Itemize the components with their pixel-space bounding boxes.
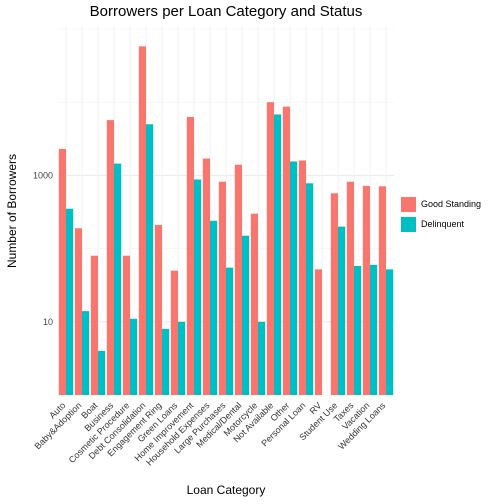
bar-good-standing-auto: [59, 149, 66, 395]
bar-delinquent-large-purchases: [226, 268, 233, 395]
bar-good-standing-debt-consolidation: [139, 46, 146, 395]
bar-good-standing-baby-adoption: [75, 228, 82, 395]
bar-good-standing-business: [107, 120, 114, 395]
bar-good-standing-medical-dental: [235, 165, 242, 395]
bar-good-standing-student-use: [331, 193, 338, 395]
bar-delinquent-boat: [98, 351, 105, 395]
bar-delinquent-not-available: [274, 114, 281, 395]
bar-delinquent-motorcycle: [258, 322, 265, 395]
bar-good-standing-wedding-loans: [379, 186, 386, 395]
legend-swatch-good-standing: [401, 197, 416, 212]
bar-delinquent-taxes: [354, 266, 361, 395]
bar-delinquent-vacation: [370, 265, 377, 395]
y-tick-label: 10: [43, 317, 53, 327]
bar-good-standing-large-purchases: [219, 182, 226, 395]
bar-delinquent-home-improvement: [194, 179, 201, 395]
bar-delinquent-student-use: [338, 227, 345, 395]
x-axis-label: Loan Category: [58, 483, 394, 497]
bar-delinquent-green-loans: [178, 322, 185, 395]
legend-item-good-standing: Good Standing: [401, 194, 481, 214]
bar-delinquent-business: [114, 164, 121, 395]
bar-good-standing-taxes: [347, 182, 354, 395]
bar-delinquent-other: [290, 161, 297, 395]
bar-delinquent-engagement-ring: [162, 329, 169, 395]
bar-good-standing-personal-loan: [299, 160, 306, 395]
bar-good-standing-other: [283, 107, 290, 395]
bar-good-standing-cosmetic-procedure: [123, 256, 130, 395]
legend-label-delinquent: Delinquent: [421, 219, 464, 229]
bar-good-standing-engagement-ring: [155, 225, 162, 395]
bar-delinquent-personal-loan: [306, 183, 313, 395]
bar-good-standing-not-available: [267, 102, 274, 395]
legend-item-delinquent: Delinquent: [401, 214, 481, 234]
bar-good-standing-vacation: [363, 186, 370, 395]
legend: Good Standing Delinquent: [401, 194, 481, 234]
legend-swatch-delinquent: [401, 217, 416, 232]
bar-good-standing-rv: [315, 269, 322, 395]
bar-delinquent-medical-dental: [242, 236, 249, 395]
bar-good-standing-household-expenses: [203, 159, 210, 395]
y-tick-label: 1000: [33, 170, 53, 180]
chart-title: Borrowers per Loan Category and Status: [58, 3, 394, 20]
bar-delinquent-cosmetic-procedure: [130, 319, 137, 395]
y-axis-label: Number of Borrowers: [5, 154, 19, 268]
bar-delinquent-wedding-loans: [386, 269, 393, 395]
bar-delinquent-baby-adoption: [82, 311, 89, 395]
bar-good-standing-green-loans: [171, 271, 178, 395]
bar-good-standing-home-improvement: [187, 117, 194, 395]
bar-good-standing-motorcycle: [251, 214, 258, 395]
bar-delinquent-household-expenses: [210, 221, 217, 395]
legend-label-good-standing: Good Standing: [421, 199, 481, 209]
bar-good-standing-boat: [91, 256, 98, 395]
y-tick-labels: 10 1000: [33, 170, 53, 326]
bar-delinquent-debt-consolidation: [146, 124, 153, 395]
bar-delinquent-auto: [66, 209, 73, 395]
